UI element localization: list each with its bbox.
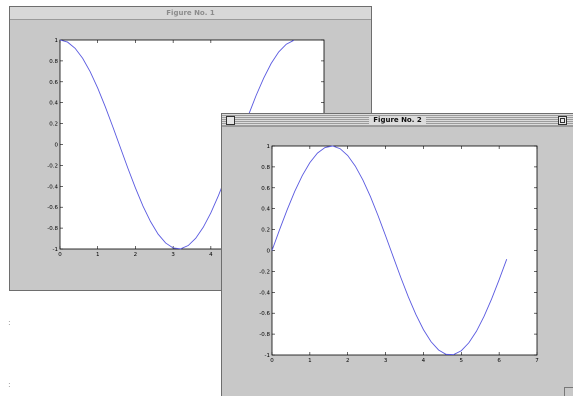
y-tick-label: 0 — [267, 249, 271, 255]
y-tick-label: -1 — [265, 353, 270, 359]
x-tick-label: 1 — [308, 358, 312, 364]
window-title-bar[interactable]: Figure No. 1 — [10, 7, 371, 20]
window-title: Figure No. 2 — [369, 116, 426, 124]
edge-mark: : — [8, 380, 11, 389]
y-tick-label: -0.2 — [259, 269, 270, 275]
y-tick-label: -0.4 — [259, 290, 270, 296]
y-tick-label: 0.6 — [49, 80, 58, 86]
x-tick-label: 6 — [497, 358, 501, 364]
y-tick-label: 0.4 — [49, 101, 58, 107]
x-tick-label: 4 — [209, 252, 213, 258]
y-tick-label: -0.2 — [47, 163, 58, 169]
y-tick-label: -0.6 — [259, 311, 270, 317]
window-title: Figure No. 1 — [166, 9, 215, 17]
y-tick-label: 0.8 — [49, 59, 58, 65]
y-tick-label: 1 — [267, 144, 271, 150]
plot-axes — [271, 145, 538, 356]
series-line — [59, 39, 295, 250]
resize-handle[interactable] — [564, 387, 573, 396]
y-tick-label: 1 — [55, 38, 59, 44]
y-tick-label: 0.6 — [261, 186, 270, 192]
x-tick-label: 3 — [384, 358, 388, 364]
x-tick-label: 7 — [535, 358, 539, 364]
edge-mark: : — [8, 318, 11, 327]
y-tick-label: -0.6 — [47, 205, 58, 211]
window-title-bar[interactable]: Figure No. 2 — [222, 114, 573, 127]
x-tick-label: 2 — [346, 358, 350, 364]
x-tick-label: 5 — [460, 358, 464, 364]
y-tick-label: 0.2 — [49, 122, 58, 128]
y-tick-label: 0 — [55, 143, 59, 149]
y-tick-label: -0.8 — [259, 332, 270, 338]
x-tick-label: 0 — [270, 358, 274, 364]
x-tick-label: 1 — [96, 252, 100, 258]
y-tick-label: 0.8 — [261, 165, 270, 171]
x-tick-label: 4 — [422, 358, 426, 364]
y-tick-label: 0.4 — [261, 207, 270, 213]
series-line — [271, 145, 508, 356]
y-tick-label: 0.2 — [261, 228, 270, 234]
x-tick-label: 0 — [58, 252, 62, 258]
zoom-box-icon[interactable] — [558, 116, 567, 125]
y-tick-label: -0.8 — [47, 226, 58, 232]
close-box-icon[interactable] — [226, 116, 235, 125]
y-tick-label: -1 — [53, 247, 58, 253]
y-tick-label: -0.4 — [47, 184, 58, 190]
x-tick-label: 3 — [171, 252, 175, 258]
x-tick-label: 2 — [134, 252, 138, 258]
